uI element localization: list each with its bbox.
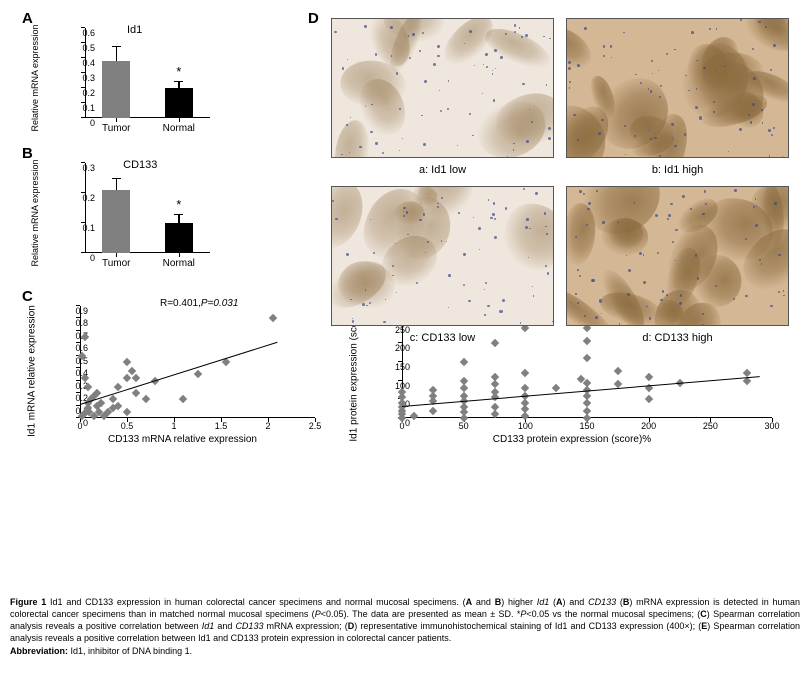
category-label: Normal xyxy=(163,258,195,269)
correlation-stats: R=0.401,P=0.031 xyxy=(160,298,238,309)
y-tick: 0.8 xyxy=(60,318,88,328)
category-label: Normal xyxy=(163,123,195,134)
bar xyxy=(102,61,130,118)
r-value: R=0.401, xyxy=(160,298,201,309)
panel-label-c: C xyxy=(22,288,33,305)
y-tick: 0.1 xyxy=(75,103,95,113)
x-tick: 1.5 xyxy=(215,421,228,431)
x-tick: 200 xyxy=(641,421,656,431)
figure-number: Figure 1 xyxy=(10,597,46,607)
micrograph-cd133-low xyxy=(331,186,554,326)
x-tick: 250 xyxy=(703,421,718,431)
figure-1: A B C D E Id1 Relative mRNA expression 0… xyxy=(10,10,800,590)
micrograph-id1-low xyxy=(331,18,554,158)
significance-star: * xyxy=(176,64,181,79)
y-tick: 100 xyxy=(382,381,410,391)
category-label: Tumor xyxy=(102,123,131,134)
y-tick: 0 xyxy=(75,253,95,263)
x-tick: 0.5 xyxy=(121,421,134,431)
x-tick: 300 xyxy=(764,421,779,431)
micrograph-caption: c: CD133 low xyxy=(331,326,554,354)
y-tick: 150 xyxy=(382,362,410,372)
x-axis-label: CD133 protein expression (score)% xyxy=(493,434,651,445)
y-tick: 50 xyxy=(382,399,410,409)
figure-caption: Figure 1 Id1 and CD133 expression in hum… xyxy=(10,596,800,657)
x-tick: 2 xyxy=(265,421,270,431)
micrograph-caption: a: Id1 low xyxy=(331,158,554,186)
bar xyxy=(102,190,130,253)
error-bar xyxy=(116,178,117,190)
bar-chart-id1: Id1 Relative mRNA expression 00.10.20.30… xyxy=(45,18,215,138)
x-tick: 0 xyxy=(77,421,82,431)
error-bar xyxy=(178,81,179,89)
y-axis-label: Relative mRNA expression xyxy=(30,24,40,131)
x-tick: 2.5 xyxy=(309,421,322,431)
error-bar xyxy=(116,46,117,61)
micrograph-cd133-high xyxy=(566,186,789,326)
y-axis-label: Relative mRNA expression xyxy=(30,159,40,266)
x-axis-label: CD133 mRNA relative expression xyxy=(108,434,257,445)
y-tick: 0.5 xyxy=(75,43,95,53)
micrograph-caption: d: CD133 high xyxy=(566,326,789,354)
micrograph-caption: b: Id1 high xyxy=(566,158,789,186)
y-tick: 0.6 xyxy=(60,343,88,353)
y-tick: 0.2 xyxy=(75,193,95,203)
y-tick: 0 xyxy=(75,118,95,128)
bar-chart-cd133: CD133 Relative mRNA expression 00.10.20.… xyxy=(45,153,215,273)
axes xyxy=(80,306,315,418)
y-axis-label: Id1 mRNA relative expression xyxy=(27,305,38,437)
micrograph-id1-high xyxy=(566,18,789,158)
bar xyxy=(165,88,193,118)
y-tick: 0.2 xyxy=(75,88,95,98)
bar xyxy=(165,223,193,253)
y-tick: 0 xyxy=(60,418,88,428)
significance-star: * xyxy=(176,197,181,212)
y-tick: 0.1 xyxy=(75,223,95,233)
y-tick: 0.9 xyxy=(60,306,88,316)
y-tick: 0.6 xyxy=(75,28,95,38)
p-value: P=0.031 xyxy=(201,298,239,309)
category-label: Tumor xyxy=(102,258,131,269)
y-tick: 0 xyxy=(382,418,410,428)
y-tick: 0.3 xyxy=(75,163,95,173)
x-tick: 1 xyxy=(171,421,176,431)
panel-label-d: D xyxy=(308,10,319,27)
error-bar xyxy=(178,214,179,223)
scatter-mrna: Id1 mRNA relative expression CD133 mRNA … xyxy=(40,298,325,443)
x-tick: 0 xyxy=(399,421,404,431)
y-tick: 0.4 xyxy=(75,58,95,68)
micrograph-grid: a: Id1 low b: Id1 high c: CD133 low d: C… xyxy=(325,18,795,354)
x-tick: 100 xyxy=(518,421,533,431)
y-tick: 0.3 xyxy=(75,73,95,83)
x-tick: 150 xyxy=(579,421,594,431)
abbreviation-lead: Abbreviation: xyxy=(10,646,68,656)
